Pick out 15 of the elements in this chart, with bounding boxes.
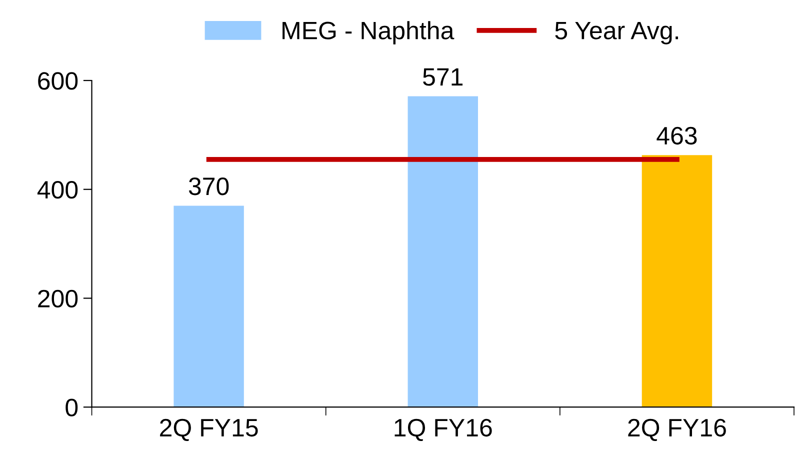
x-tick-label: 2Q FY15 — [160, 418, 258, 442]
bar — [642, 155, 712, 408]
legend-label: 5 Year Avg. — [555, 22, 678, 44]
data-label: 571 — [423, 68, 463, 86]
bar — [174, 206, 244, 408]
x-tick-label: 1Q FY16 — [394, 418, 492, 442]
data-label: 463 — [656, 126, 697, 145]
y-tick-label: 200 — [38, 290, 78, 308]
bar — [408, 96, 478, 408]
data-label: 370 — [188, 177, 229, 196]
y-tick-label: 400 — [37, 180, 78, 199]
x-tick-label: 2Q FY16 — [628, 418, 726, 442]
y-tick-label: 600 — [38, 72, 78, 90]
y-tick-label: 0 — [66, 398, 78, 416]
legend-label: MEG - Naphtha — [282, 21, 454, 44]
